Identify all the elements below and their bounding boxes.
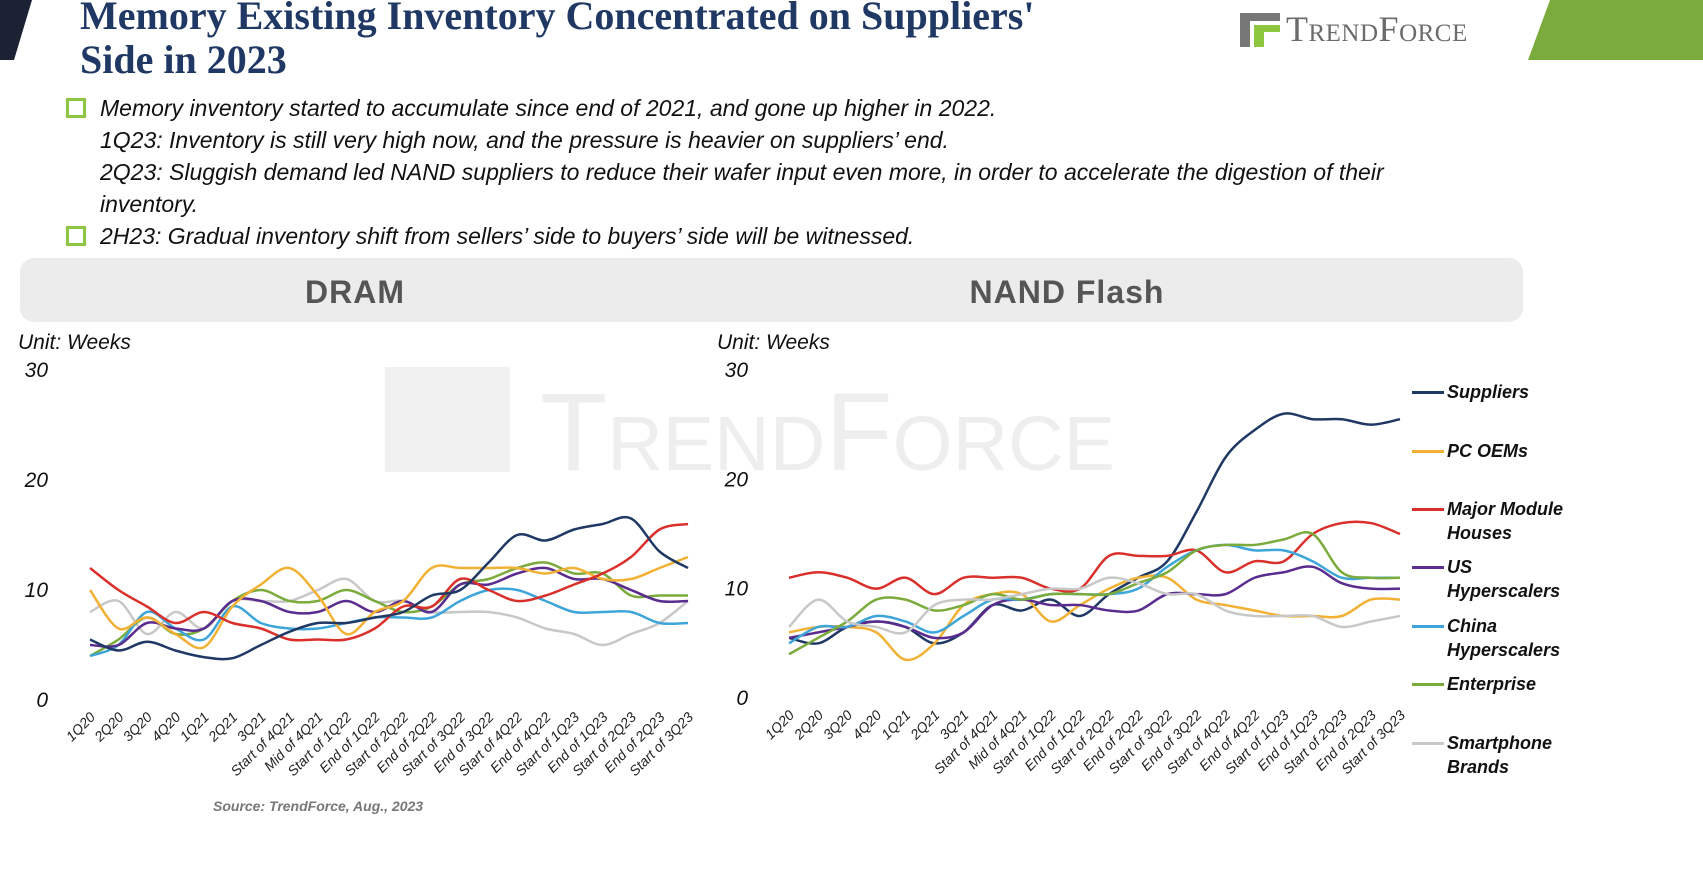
legend-item: US Hyperscalers bbox=[1412, 555, 1572, 603]
legend-item: Enterprise bbox=[1412, 672, 1572, 696]
bullet: Memory inventory started to accumulate s… bbox=[66, 92, 1566, 220]
legend-label: Enterprise bbox=[1447, 674, 1537, 694]
legend-label: Smartphone Brands bbox=[1447, 733, 1553, 777]
x-tick-label: 3Q20 bbox=[120, 709, 156, 745]
legend-item: Smartphone Brands bbox=[1412, 731, 1572, 779]
y-tick-label: 20 bbox=[724, 468, 749, 491]
bullet-marker bbox=[66, 98, 86, 118]
series-line bbox=[89, 522, 689, 642]
logo-text: TrendForce bbox=[1286, 9, 1468, 49]
legend-swatch bbox=[1412, 566, 1444, 569]
watermark: TrendForce bbox=[385, 367, 1115, 494]
x-tick-label: 1Q20 bbox=[63, 709, 99, 745]
x-tick-label: 1Q20 bbox=[762, 707, 798, 743]
x-tick-label: 2Q20 bbox=[790, 707, 826, 743]
legend-swatch bbox=[1412, 508, 1444, 511]
y-tick-label: 0 bbox=[36, 689, 48, 712]
watermark-icon bbox=[385, 367, 510, 472]
x-tick-label: 2Q21 bbox=[906, 707, 942, 743]
legend-label: US Hyperscalers bbox=[1447, 557, 1561, 601]
legend-item: PC OEMs bbox=[1412, 439, 1572, 463]
x-tick-label: 4Q20 bbox=[849, 707, 885, 743]
y-tick-label: 30 bbox=[725, 359, 749, 382]
unit-label: Unit: Weeks bbox=[18, 331, 131, 354]
legend-item: Suppliers bbox=[1412, 380, 1572, 404]
legend-swatch bbox=[1412, 625, 1444, 628]
legend-label: Suppliers bbox=[1447, 382, 1530, 402]
bullet: 2H23: Gradual inventory shift from selle… bbox=[66, 220, 1566, 252]
bullet-list: Memory inventory started to accumulate s… bbox=[66, 92, 1566, 252]
series-line bbox=[88, 555, 689, 650]
series-line bbox=[89, 515, 689, 661]
series-line bbox=[788, 565, 1401, 640]
x-tick-label: 2Q21 bbox=[204, 709, 240, 745]
logo: TrendForce bbox=[1240, 8, 1468, 50]
panel-title: NAND Flash bbox=[970, 274, 1165, 310]
y-tick-label: 10 bbox=[25, 579, 49, 602]
series-line bbox=[89, 577, 689, 647]
corner-decoration bbox=[1528, 0, 1703, 60]
bullet-line: 2H23: Gradual inventory shift from selle… bbox=[100, 223, 915, 249]
panel-header bbox=[20, 258, 1523, 322]
y-tick-label: 0 bbox=[736, 687, 748, 710]
legend-label: China Hyperscalers bbox=[1447, 616, 1561, 660]
legend-item: Major Module Houses bbox=[1412, 497, 1572, 545]
y-tick-label: 30 bbox=[25, 359, 49, 382]
y-tick-label: 10 bbox=[725, 578, 749, 601]
x-tick-label: 3Q20 bbox=[820, 707, 856, 743]
series-line bbox=[788, 531, 1401, 656]
bullet-marker bbox=[66, 226, 86, 246]
source-note: Source: TrendForce, Aug., 2023 bbox=[213, 798, 424, 814]
legend-swatch bbox=[1412, 742, 1444, 745]
x-tick-label: 1Q21 bbox=[176, 709, 212, 745]
series-line bbox=[788, 520, 1401, 596]
watermark-text: TrendForce bbox=[540, 371, 1115, 494]
slide-title: Memory Existing Inventory Concentrated o… bbox=[80, 0, 1035, 82]
unit-label: Unit: Weeks bbox=[717, 331, 830, 354]
x-tick-label: 2Q20 bbox=[90, 709, 126, 745]
legend-label: Major Module Houses bbox=[1447, 499, 1563, 543]
series-line bbox=[788, 576, 1401, 635]
legend-swatch bbox=[1412, 683, 1444, 686]
bullet-line: 1Q23: Inventory is still very high now, … bbox=[100, 127, 949, 153]
legend-swatch bbox=[1412, 450, 1444, 453]
corner-decoration bbox=[0, 0, 32, 60]
legend-item: China Hyperscalers bbox=[1412, 614, 1572, 662]
bullet-line: Memory inventory started to accumulate s… bbox=[100, 95, 997, 121]
panel-title: DRAM bbox=[305, 274, 405, 310]
y-tick-label: 20 bbox=[24, 469, 49, 492]
legend-label: PC OEMs bbox=[1447, 441, 1529, 461]
x-tick-label: 4Q20 bbox=[148, 709, 184, 745]
x-tick-label: 1Q21 bbox=[878, 707, 914, 743]
logo-icon bbox=[1240, 13, 1280, 47]
legend-swatch bbox=[1412, 391, 1444, 394]
bullet-line: 2Q23: Sluggish demand led NAND suppliers… bbox=[100, 159, 1384, 217]
